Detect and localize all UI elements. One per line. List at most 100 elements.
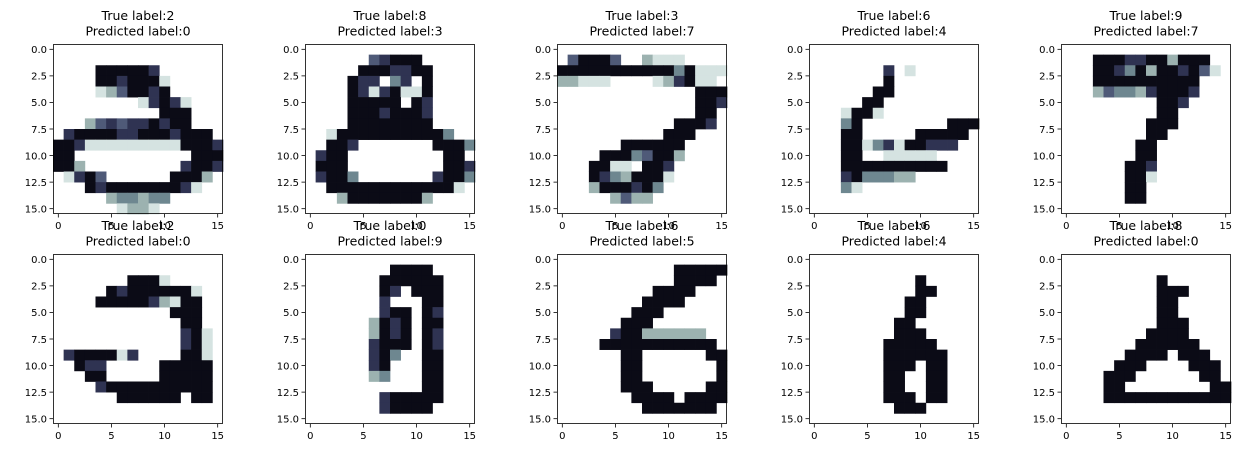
image-cell	[421, 264, 433, 276]
image-cell	[1135, 192, 1147, 204]
image-cell	[936, 360, 948, 372]
image-cell	[652, 328, 664, 340]
image-cell	[74, 360, 86, 372]
image-cell	[336, 139, 348, 151]
image-cell	[106, 381, 118, 393]
image-cell	[159, 370, 171, 382]
x-tick-label: 5	[1116, 431, 1122, 442]
image-cell	[138, 275, 149, 287]
image-cell	[1135, 339, 1147, 350]
image-cell	[642, 317, 653, 329]
image-cell	[925, 150, 937, 162]
y-tick-label: 5.0	[787, 308, 803, 319]
panel-title-predicted: Predicted label:0	[85, 234, 190, 249]
axes-frame	[305, 254, 475, 424]
image-cell	[368, 317, 380, 329]
image-cell	[904, 139, 916, 151]
image-cell	[705, 339, 717, 350]
image-cell	[862, 139, 874, 151]
image-cell	[411, 65, 423, 77]
image-cell	[169, 107, 181, 119]
image-cell	[631, 381, 643, 393]
image-cell	[642, 54, 653, 66]
image-cell	[180, 139, 192, 151]
image-cell	[1209, 381, 1221, 393]
image-cell	[390, 339, 401, 350]
image-cell	[1146, 328, 1157, 340]
image-cell	[1209, 392, 1221, 404]
image-cell	[851, 118, 863, 130]
image-cell	[421, 307, 433, 319]
image-cell	[421, 349, 433, 361]
image-cell	[1188, 349, 1200, 361]
y-tick-label: 15.0	[529, 204, 551, 215]
image-cell	[169, 285, 181, 297]
image-cell	[443, 171, 455, 183]
image-cell	[106, 118, 118, 130]
image-cell	[652, 75, 664, 87]
image-cell	[201, 328, 213, 340]
image-cell	[1124, 392, 1136, 404]
image-cell	[453, 171, 465, 183]
image-cell	[411, 97, 423, 109]
image-cell	[840, 182, 852, 194]
image-cell	[673, 328, 685, 340]
image-cell	[53, 139, 64, 151]
image-cell	[716, 370, 728, 382]
image-cell	[705, 264, 717, 276]
image-cell	[63, 139, 75, 151]
image-cell	[400, 392, 412, 404]
image-cell	[138, 203, 149, 215]
image-cell	[379, 285, 391, 297]
image-cell	[631, 150, 643, 162]
image-cell	[411, 264, 423, 276]
image-cell	[95, 182, 107, 194]
image-cell	[63, 129, 75, 140]
image-cell	[1124, 65, 1136, 77]
image-cell	[1188, 75, 1200, 87]
image-cell	[1124, 171, 1136, 183]
image-cell	[379, 328, 391, 340]
image-cell	[904, 392, 916, 404]
image-cell	[368, 192, 380, 204]
image-cell	[201, 160, 213, 172]
x-tick-label: 10	[662, 221, 675, 232]
image-cell	[106, 349, 118, 361]
image-cell	[663, 139, 675, 151]
image-cell	[620, 339, 632, 350]
image-cell	[620, 150, 632, 162]
image-cell	[620, 192, 632, 204]
y-tick-label: 7.5	[535, 335, 551, 346]
image-cell	[159, 182, 171, 194]
image-cell	[1188, 360, 1200, 372]
image-cell	[1220, 381, 1232, 393]
image-cell	[421, 339, 433, 350]
image-cell	[620, 328, 632, 340]
image-cell	[894, 381, 905, 393]
image-cell	[212, 139, 224, 151]
x-tick-label: 5	[108, 431, 114, 442]
image-cell	[106, 129, 118, 140]
x-tick-label: 10	[410, 221, 423, 232]
image-cell	[968, 118, 980, 130]
image-cell	[620, 349, 632, 361]
image-cell	[169, 129, 181, 140]
image-cell	[1124, 160, 1136, 172]
image-cell	[894, 370, 905, 382]
image-cell	[127, 86, 139, 98]
panel-title-predicted: Predicted label:9	[337, 234, 442, 249]
image-cell	[620, 182, 632, 194]
image-cell	[840, 118, 852, 130]
image-cell	[1135, 75, 1147, 87]
image-cell	[180, 317, 192, 329]
y-tick-label: 2.5	[283, 282, 299, 293]
image-cell	[180, 129, 192, 140]
image-cell	[336, 171, 348, 183]
image-cell	[347, 129, 359, 140]
image-cell	[127, 118, 139, 130]
image-cell	[138, 392, 149, 404]
